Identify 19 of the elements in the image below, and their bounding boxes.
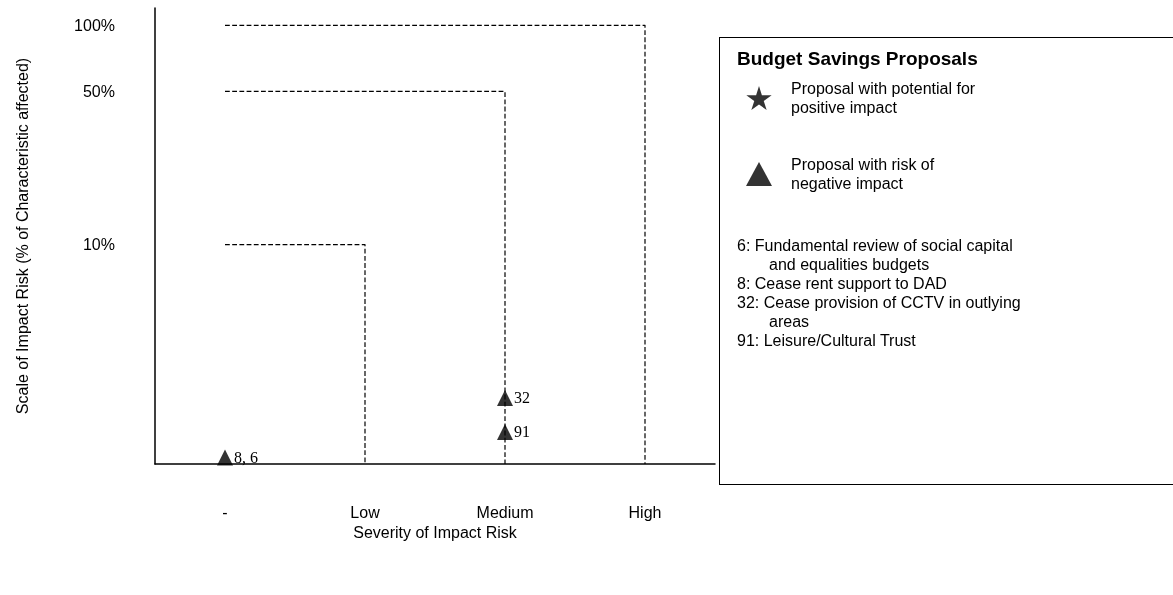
legend-title: Budget Savings Proposals	[737, 48, 978, 70]
text: 6: Fundamental review of social capital and equalities budgets	[737, 236, 1014, 274]
y-tick-label: 100%	[74, 16, 115, 34]
text: 32: Cease provision of CCTV in outlying areas	[737, 293, 1022, 331]
x-axis-title: Severity of Impact Risk	[353, 524, 518, 542]
text: 8: Cease rent support to DAD	[737, 274, 948, 293]
y-axis-title: Scale of Impact Risk (% of Characteristic affected)	[13, 57, 31, 415]
x-tick-label: High	[628, 503, 662, 521]
y-tick-label: 10%	[82, 236, 115, 254]
text: 91: Leisure/Cultural Trust	[737, 331, 917, 350]
legend-label: Proposal with potential for positive impact	[791, 80, 980, 116]
x-tick-label: -	[222, 503, 228, 521]
annotation: 32	[514, 389, 530, 407]
annotation: 91	[514, 423, 530, 441]
legend-label: Proposal with risk of negative impact	[791, 156, 939, 192]
annotation: 8, 6	[234, 449, 258, 467]
x-tick-label: Low	[350, 503, 381, 521]
x-tick-label: Medium	[476, 503, 534, 521]
y-tick-label: 50%	[82, 82, 115, 100]
